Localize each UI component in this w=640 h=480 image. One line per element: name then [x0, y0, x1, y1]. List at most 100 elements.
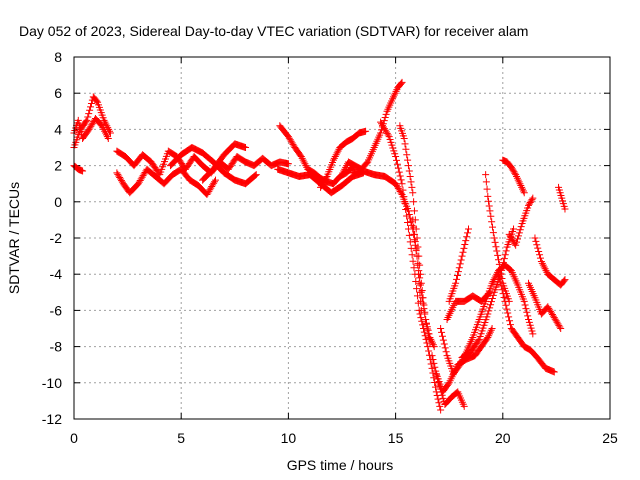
plus-marker: [428, 337, 436, 345]
plus-marker: [400, 193, 408, 201]
plus-marker: [485, 332, 493, 340]
y-tick-label: -6: [50, 302, 63, 318]
y-tick-label: 4: [54, 121, 62, 137]
plus-marker: [483, 335, 491, 343]
plus-marker: [441, 344, 449, 352]
series-arc-20: [443, 288, 494, 323]
plus-marker: [98, 122, 106, 130]
plus-marker: [511, 169, 519, 177]
plus-marker: [561, 276, 569, 284]
plus-marker: [87, 100, 95, 108]
plus-marker: [488, 295, 496, 303]
plus-marker: [499, 259, 507, 267]
plot-frame: [73, 56, 611, 420]
plus-marker: [403, 212, 411, 220]
plus-marker: [502, 247, 510, 255]
plus-marker: [525, 315, 533, 323]
plus-marker: [410, 264, 418, 272]
plus-marker: [82, 118, 90, 126]
plus-marker: [440, 340, 448, 348]
plus-marker: [525, 318, 533, 326]
plus-marker: [76, 124, 84, 132]
plus-marker: [438, 328, 446, 336]
plus-marker: [489, 291, 497, 299]
plus-marker: [79, 167, 87, 175]
plus-marker: [512, 171, 520, 179]
plus-marker: [507, 163, 515, 171]
plus-marker: [399, 186, 407, 194]
plus-marker: [100, 125, 108, 133]
plus-marker: [519, 187, 527, 195]
plus-marker: [501, 251, 509, 259]
series-arc-13: [377, 118, 445, 414]
plus-marker: [377, 129, 385, 137]
plus-marker: [459, 248, 467, 256]
plus-marker: [526, 321, 534, 329]
plus-marker: [457, 359, 465, 367]
plus-marker: [489, 277, 497, 285]
series-arc-16: [428, 352, 468, 410]
plus-marker: [497, 282, 505, 290]
plus-marker: [103, 133, 111, 141]
plus-marker: [413, 234, 421, 242]
plus-marker: [393, 156, 401, 164]
series-arc-2: [70, 115, 112, 142]
plus-marker: [415, 267, 423, 275]
plus-marker: [488, 279, 496, 287]
y-axis-label: SDTVAR / TECUs: [6, 182, 22, 294]
plus-marker: [487, 301, 495, 309]
plus-marker: [486, 207, 494, 215]
plus-marker: [487, 326, 495, 334]
plus-marker: [461, 240, 469, 248]
plus-marker: [483, 185, 491, 193]
plus-marker: [561, 205, 569, 213]
plus-marker: [536, 251, 544, 259]
plus-marker: [457, 256, 465, 264]
plus-marker: [83, 116, 91, 124]
plus-marker: [513, 172, 521, 180]
plus-marker: [407, 244, 415, 252]
plus-marker: [84, 113, 92, 121]
plus-marker: [396, 172, 404, 180]
plus-marker: [506, 321, 514, 329]
plus-marker: [300, 158, 308, 166]
plus-marker: [412, 245, 420, 253]
plus-marker: [484, 334, 492, 342]
plus-marker: [404, 156, 412, 164]
series-arc-24: [499, 156, 528, 197]
x-tick-label: 15: [388, 430, 404, 446]
x-axis-label: GPS time / hours: [287, 457, 394, 473]
plus-marker: [100, 116, 108, 124]
series-arc-7: [199, 140, 250, 184]
plus-marker: [384, 131, 392, 139]
plus-marker: [428, 339, 436, 347]
plus-marker: [381, 114, 389, 122]
x-tick-label: 0: [70, 430, 78, 446]
plus-marker: [338, 171, 346, 179]
plus-marker: [404, 218, 412, 226]
plus-marker: [299, 156, 307, 164]
plus-marker: [520, 189, 528, 197]
plus-marker: [489, 223, 497, 231]
plus-marker: [532, 237, 540, 245]
plus-marker: [405, 231, 413, 239]
plus-marker: [87, 103, 95, 111]
y-tick-label: -8: [50, 339, 63, 355]
plus-marker: [416, 261, 424, 269]
plus-marker: [410, 223, 418, 231]
plus-marker: [99, 124, 107, 132]
plus-marker: [494, 251, 502, 259]
plus-marker: [332, 151, 340, 159]
plus-marker: [506, 317, 514, 325]
plus-marker: [495, 256, 503, 264]
plus-marker: [453, 275, 461, 283]
plus-marker: [434, 395, 442, 403]
plus-marker: [417, 288, 425, 296]
plus-marker: [393, 160, 401, 168]
plus-marker: [456, 361, 464, 369]
plus-marker: [322, 174, 330, 182]
plus-marker: [453, 271, 461, 279]
plus-marker: [341, 165, 349, 173]
series-arc-5: [113, 165, 220, 199]
